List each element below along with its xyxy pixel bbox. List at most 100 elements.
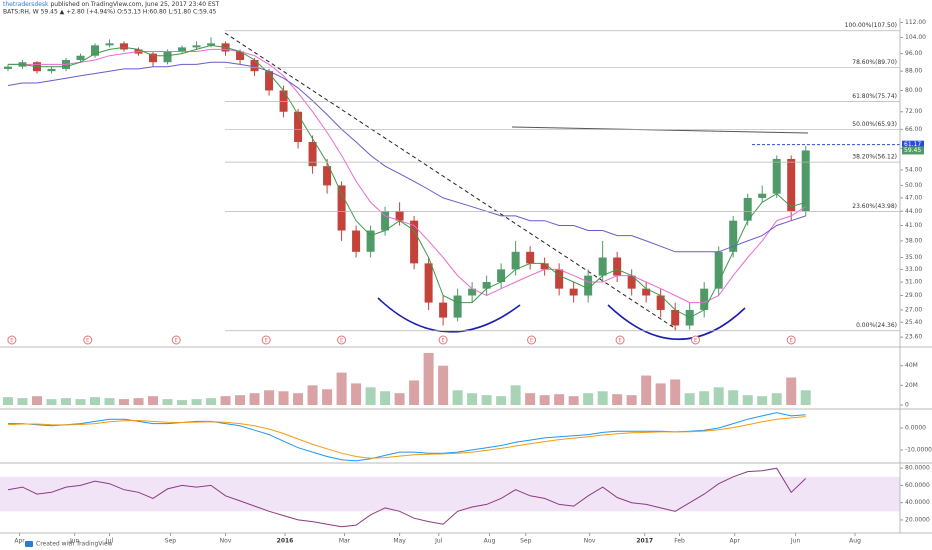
candle-body — [149, 53, 158, 63]
candle-body — [308, 141, 317, 167]
x-tick-label: Nov — [584, 538, 596, 545]
fib-label: 61.80%(75.74) — [852, 93, 897, 100]
earnings-label: E — [790, 338, 793, 344]
fib-label: 50.00%(65.93) — [852, 121, 897, 128]
x-tick-label: Jul — [105, 538, 114, 545]
x-tick-label: Jun — [69, 538, 80, 545]
candle-body — [598, 257, 607, 276]
candle-body — [76, 55, 85, 61]
volume-bar — [771, 393, 782, 405]
candle-body — [671, 309, 680, 326]
volume-bar — [438, 365, 449, 405]
y-tick-label: 44.00 — [905, 208, 922, 215]
candle-body — [613, 257, 622, 276]
band — [0, 476, 900, 512]
volume-bar — [336, 372, 347, 405]
x-tick-label: Apr — [14, 538, 25, 545]
footer: Created with TradingView — [36, 541, 113, 548]
header-line: thetradersdesk published on TradingView.… — [3, 1, 220, 8]
candle-body — [424, 263, 433, 303]
candle-body — [584, 275, 593, 296]
price-tag-label: 59.45 — [904, 147, 921, 154]
volume-bar — [293, 393, 304, 405]
volume-bar — [496, 396, 507, 405]
arc — [607, 304, 746, 341]
y-tick-label: 54.00 — [905, 166, 922, 173]
volume-bar — [177, 400, 188, 405]
volume-bar — [655, 383, 666, 405]
symbol-line: BATS:RH, W 59.45 ▲ +2.80 (+4.94%) O:53.1… — [3, 9, 217, 16]
volume-bar — [510, 385, 521, 405]
y-tick-label: 60.0000 — [905, 482, 930, 489]
y-tick-label: 41.00 — [905, 222, 922, 229]
volume-bar — [539, 395, 550, 405]
fib-label: 38.20%(56.12) — [852, 154, 897, 161]
volume-bar — [60, 398, 71, 405]
series-line — [7, 467, 807, 528]
volume-bar — [554, 394, 565, 405]
candle-body — [410, 220, 419, 264]
volume-bar — [684, 393, 695, 405]
x-tick-label: Aug — [484, 538, 496, 545]
volume-bar — [307, 385, 318, 405]
x-tick-label: 2016 — [277, 538, 294, 545]
earnings-marker — [527, 335, 537, 345]
x-tick-label: May — [393, 538, 406, 545]
candle-body — [381, 211, 390, 231]
y-tick-label: 20.0000 — [905, 516, 930, 523]
volume-bar — [597, 391, 608, 405]
candle-body — [453, 295, 462, 318]
y-tick-label: 27.00 — [905, 306, 922, 313]
candle-body — [569, 288, 578, 296]
earnings-label: E — [618, 338, 621, 344]
candle-body — [439, 302, 448, 318]
candle-body — [729, 220, 738, 252]
candle-body — [497, 269, 506, 283]
y-tick-label: 25.40 — [905, 319, 922, 326]
candle-body — [366, 230, 375, 252]
candle-body — [540, 263, 549, 270]
candle-body — [758, 193, 767, 198]
trend-line — [224, 32, 677, 330]
earnings-marker — [83, 335, 93, 345]
volume-bar — [264, 390, 275, 405]
volume-bar — [467, 393, 478, 405]
series-line — [8, 44, 806, 319]
y-tick-label: 66.00 — [905, 126, 922, 133]
volume-bar — [90, 397, 101, 405]
candle-body — [656, 295, 665, 310]
x-tick-label: Sep — [165, 538, 177, 545]
price-tag — [902, 140, 924, 149]
y-tick-label: 50.00 — [905, 182, 922, 189]
volume-bar — [481, 395, 492, 405]
resistance-line — [511, 126, 809, 134]
y-tick-label: 88.00 — [905, 68, 922, 75]
candle-body — [236, 51, 245, 61]
candle-body — [526, 251, 535, 264]
candle-body — [642, 288, 651, 296]
volume-bar — [75, 399, 86, 405]
volume-bar — [423, 352, 434, 405]
earnings-label: E — [86, 338, 89, 344]
y-tick-label: 80.0000 — [905, 465, 930, 472]
y-tick-label: 0.0000 — [905, 424, 926, 431]
earnings-label: E — [265, 338, 268, 344]
y-tick-label: 38.00 — [905, 237, 922, 244]
y-tick-label: 104.00 — [905, 34, 926, 41]
y-tick-label: 29.00 — [905, 292, 922, 299]
x-tick-label: 2017 — [636, 538, 653, 545]
volume-bar — [31, 396, 42, 405]
earnings-marker — [261, 335, 271, 345]
y-tick-label: 40M — [905, 362, 918, 369]
arc — [377, 297, 521, 333]
candle-body — [3, 66, 12, 69]
candle-body — [265, 71, 274, 91]
candle-body — [120, 43, 129, 50]
candle-body — [801, 150, 810, 212]
volume-bar — [351, 383, 362, 405]
candle-body — [743, 197, 752, 221]
candle-body — [250, 60, 259, 72]
volume-bar — [786, 377, 797, 405]
volume-bar — [119, 399, 130, 405]
